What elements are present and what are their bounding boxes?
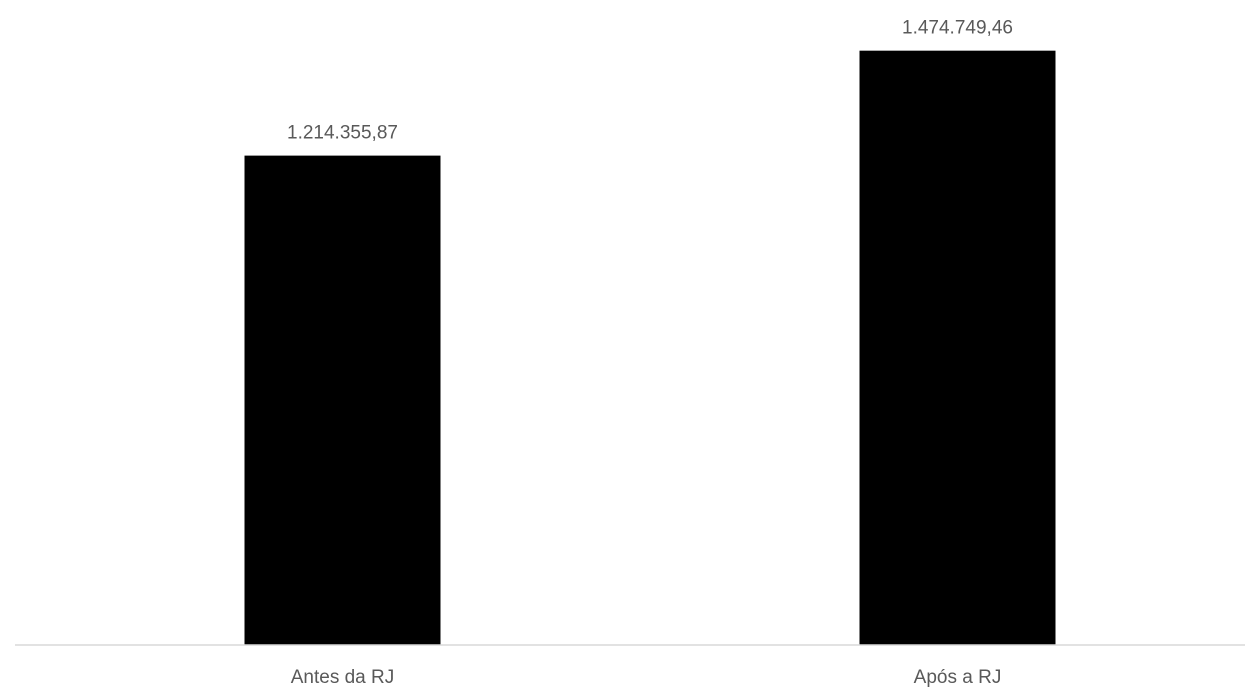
data-label-0: 1.214.355,87 xyxy=(287,123,398,144)
bar-1 xyxy=(859,50,1056,646)
x-tick-label-1: Após a RJ xyxy=(914,667,1002,688)
x-tick-labels-group: Antes da RJ Após a RJ xyxy=(291,667,1002,688)
data-labels-group: 1.214.355,87 1.474.749,46 xyxy=(287,18,1013,144)
bars-group xyxy=(244,50,1056,646)
x-tick-label-0: Antes da RJ xyxy=(291,667,395,688)
bar-0 xyxy=(244,155,441,646)
data-label-1: 1.474.749,46 xyxy=(902,18,1013,39)
